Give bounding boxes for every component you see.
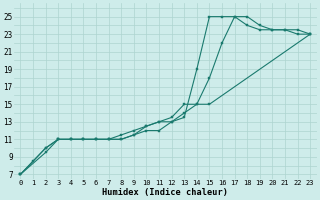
- X-axis label: Humidex (Indice chaleur): Humidex (Indice chaleur): [102, 188, 228, 197]
